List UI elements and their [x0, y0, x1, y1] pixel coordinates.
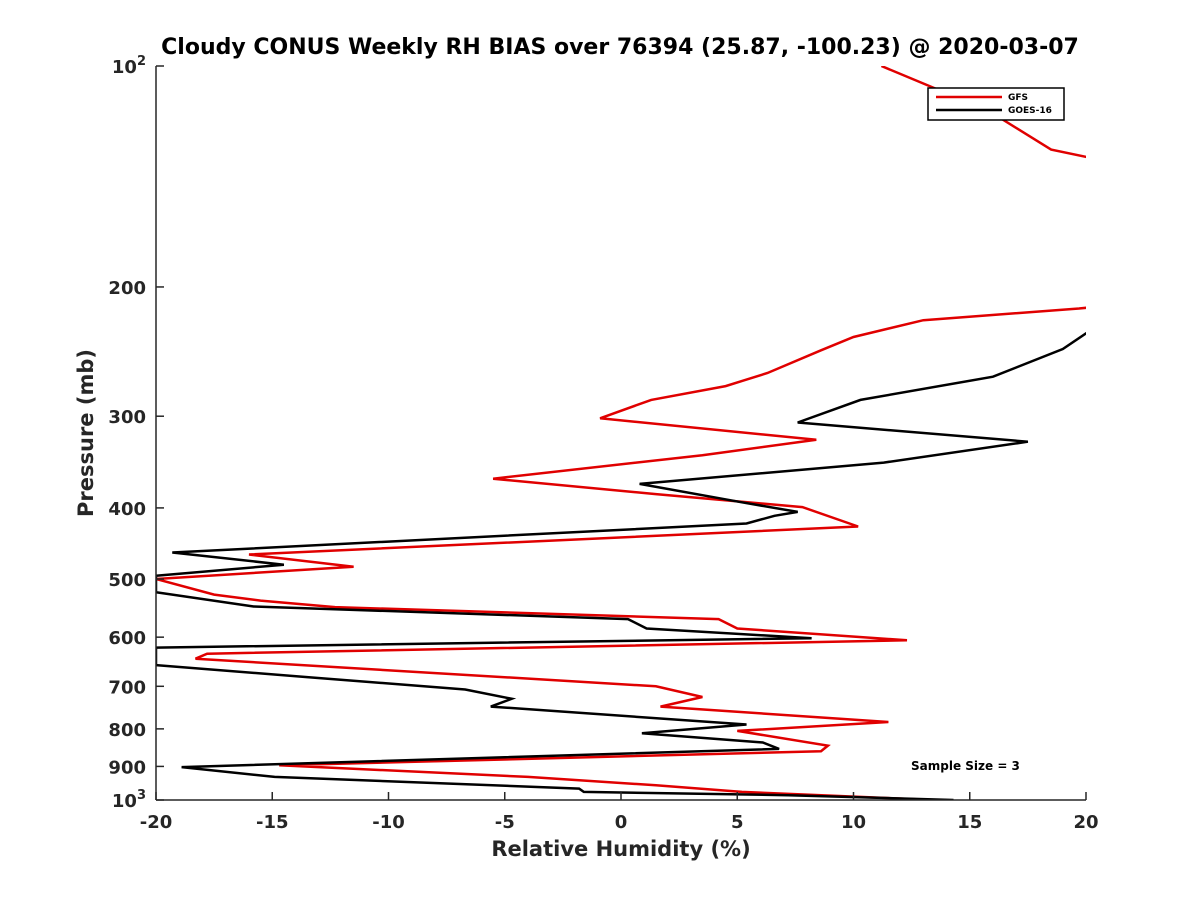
y-tick-label: 900: [108, 757, 146, 778]
legend-box: [927, 87, 1065, 121]
axes: [155, 66, 1086, 801]
y-tick-label: 102: [112, 54, 146, 78]
x-tick-label: 5: [731, 812, 744, 833]
y-tick-label: 600: [108, 628, 146, 649]
y-tick-label: 500: [108, 570, 146, 591]
x-tick-label: 15: [957, 812, 982, 833]
legend-label-goes16: GOES-16: [1008, 106, 1052, 116]
x-tick-label: -10: [372, 812, 405, 833]
series-line-gfs: [156, 66, 1086, 800]
y-tick-label: 400: [108, 499, 146, 520]
y-axis-label: Pressure (mb): [74, 349, 98, 517]
series-layer: [156, 66, 1086, 800]
x-tick-label: 0: [615, 812, 628, 833]
y-ticks: 102 200 300 400 500 600 700 800 900 103: [108, 54, 164, 812]
legend-label-gfs: GFS: [1008, 93, 1028, 103]
x-tick-label: -5: [495, 812, 515, 833]
x-tick-label: 10: [841, 812, 866, 833]
x-axis-label: Relative Humidity (%): [491, 837, 750, 861]
y-tick-label: 200: [108, 278, 146, 299]
x-ticks: -20 -15 -10 -5 0 5 10 15 20: [140, 792, 1099, 833]
chart-title: Cloudy CONUS Weekly RH BIAS over 76394 (…: [161, 35, 1079, 60]
y-tick-label: 700: [108, 677, 146, 698]
sample-size-annotation: Sample Size = 3: [911, 759, 1020, 773]
x-tick-label: 20: [1073, 812, 1098, 833]
series-line-goes16: [156, 331, 1086, 800]
x-tick-label: -20: [140, 812, 173, 833]
y-tick-label: 800: [108, 720, 146, 741]
y-tick-label: 103: [112, 788, 146, 812]
x-tick-label: -15: [256, 812, 289, 833]
y-tick-label: 300: [108, 407, 146, 428]
legend: GFS GOES-16: [927, 87, 1065, 121]
